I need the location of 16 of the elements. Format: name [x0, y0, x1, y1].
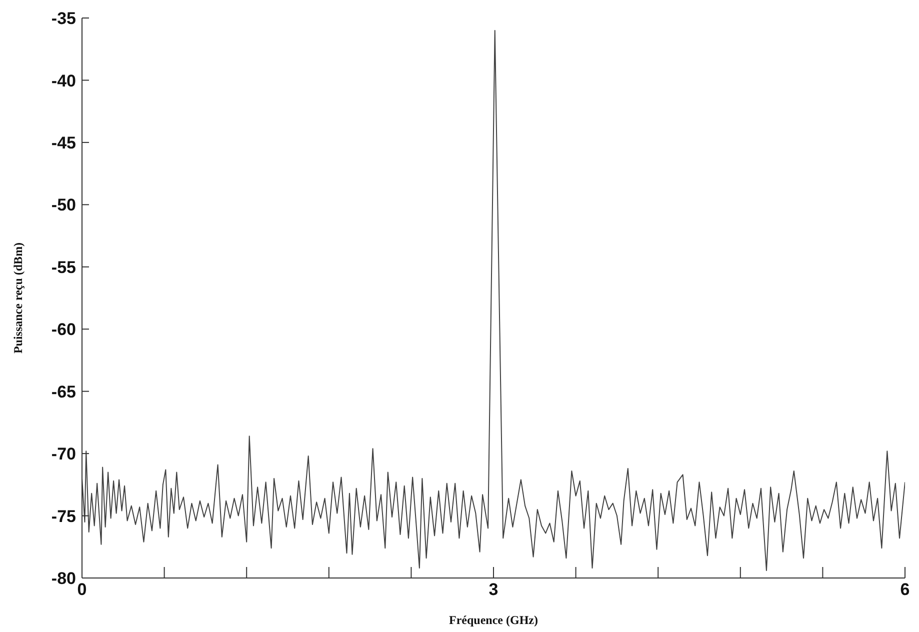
y-tick-label: -35: [51, 9, 76, 28]
x-tick-label: 0: [77, 580, 87, 600]
y-tick-label: -80: [51, 569, 76, 588]
y-tick-label: -40: [51, 71, 76, 90]
y-tick-label: -55: [51, 258, 76, 277]
y-tick-label: -70: [51, 444, 76, 464]
x-tick-label: 6: [900, 580, 910, 600]
line-series: [82, 30, 905, 572]
y-tick-label: -75: [51, 506, 76, 526]
y-tick-label: -50: [51, 196, 76, 215]
x-axis-title: Fréquence (GHz): [449, 613, 538, 627]
y-tick-label: -45: [51, 133, 76, 152]
x-tick-label: 3: [488, 580, 498, 600]
y-axis-title: Puissance reçu (dBm): [11, 242, 25, 354]
y-tick-label: -60: [51, 320, 76, 340]
y-tick-label: -65: [51, 382, 76, 402]
